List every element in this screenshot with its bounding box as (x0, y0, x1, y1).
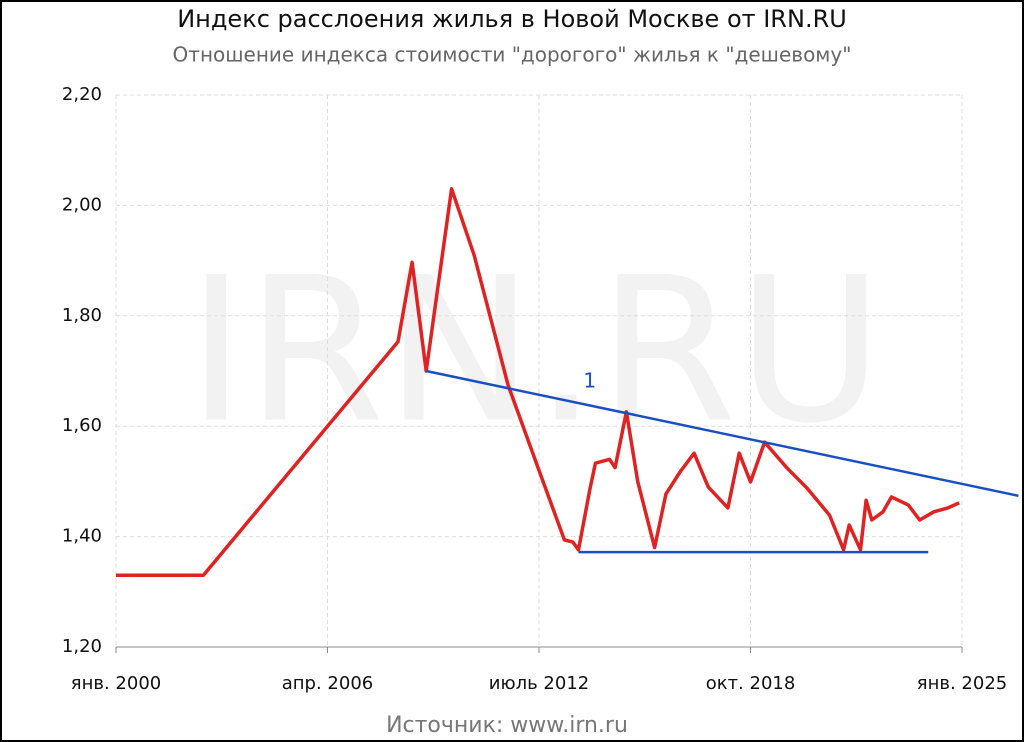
trend-line (425, 369, 1019, 498)
watermark: IRN.RU (187, 235, 883, 468)
y-tick-label: 1,40 (62, 526, 102, 547)
x-tick-label: июль 2012 (489, 673, 590, 694)
y-tick-label: 2,20 (62, 84, 102, 105)
y-tick-label: 1,80 (62, 305, 102, 326)
x-tick-label: окт. 2018 (706, 673, 796, 694)
source: Источник: www.irn.ru (386, 713, 628, 738)
x-tick-label: янв. 2000 (71, 673, 161, 694)
x-tick-label: янв. 2025 (917, 673, 1007, 694)
x-tick-label: апр. 2006 (282, 673, 373, 694)
y-tick-label: 1,20 (62, 636, 102, 657)
annotation: 1 (583, 369, 596, 393)
y-tick-label: 1,60 (62, 415, 102, 436)
data-line (116, 187, 960, 577)
y-tick-label: 2,00 (62, 194, 102, 215)
chart-title: Индекс расслоения жилья в Новой Москве о… (177, 5, 847, 33)
chart-subtitle: Отношение индекса стоимости "дорогого" ж… (173, 43, 852, 67)
